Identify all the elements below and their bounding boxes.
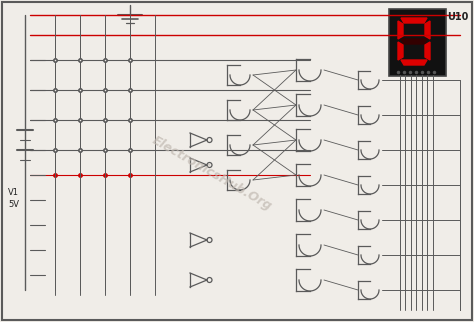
Polygon shape <box>401 18 427 23</box>
Text: U10: U10 <box>447 12 468 22</box>
Text: ElectronicsHub.Org: ElectronicsHub.Org <box>150 134 274 213</box>
Polygon shape <box>425 42 430 60</box>
Polygon shape <box>401 60 427 65</box>
Polygon shape <box>401 39 427 44</box>
Polygon shape <box>398 42 403 60</box>
Text: V1: V1 <box>8 188 19 197</box>
Text: 5V: 5V <box>8 200 19 209</box>
FancyBboxPatch shape <box>389 9 446 76</box>
Polygon shape <box>398 21 403 39</box>
Polygon shape <box>425 21 430 39</box>
FancyBboxPatch shape <box>2 2 472 320</box>
